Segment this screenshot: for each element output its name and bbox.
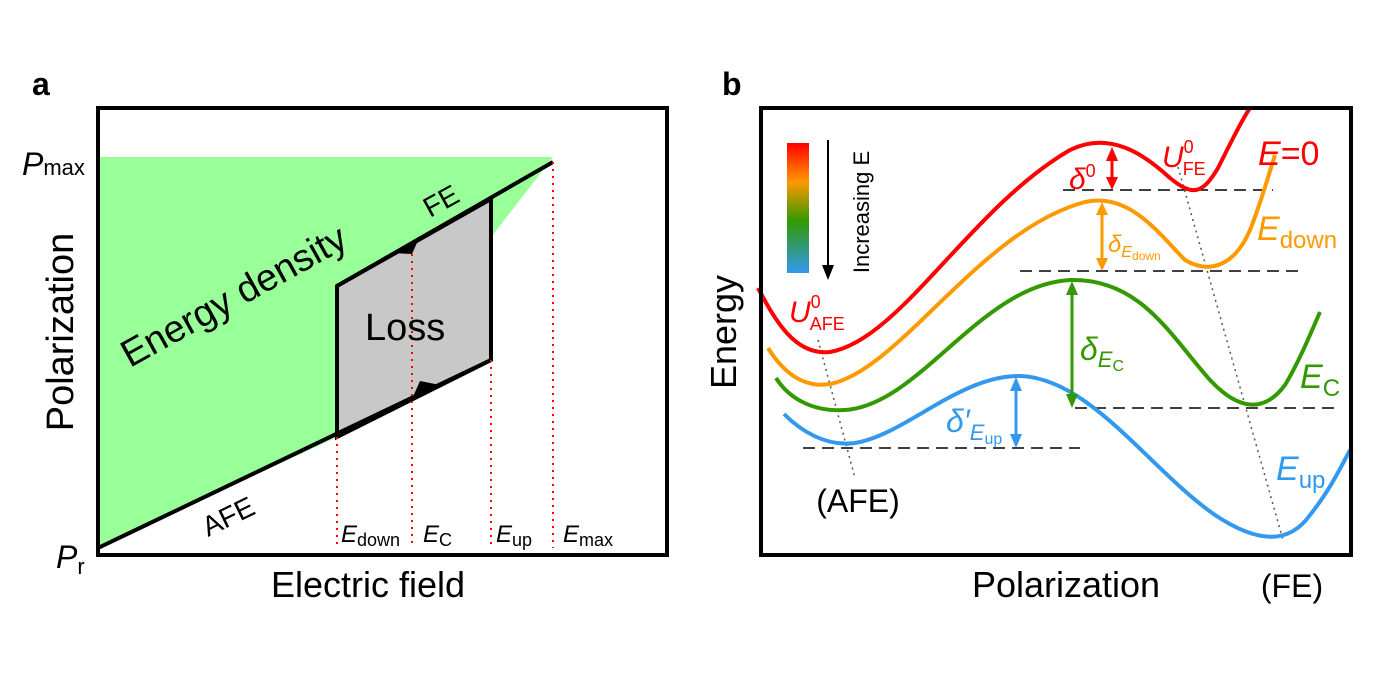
loss-label: Loss	[365, 307, 445, 349]
x-axis-label: Electric field	[271, 564, 465, 605]
delta-ec-arrowhead-down-icon	[1066, 394, 1078, 408]
delta-eup-arrow	[1010, 377, 1022, 448]
delta-edown-arrow	[1096, 202, 1108, 271]
y-axis-label: Polarization	[40, 233, 82, 432]
delta-eup-arrowhead-up-icon	[1010, 377, 1022, 391]
delta-eup-arrowhead-down-icon	[1010, 434, 1022, 448]
panel-a-frame	[96, 106, 669, 557]
delta0-arrow	[1106, 147, 1118, 190]
fe-min-track	[1177, 166, 1284, 541]
curve-ec-label: EC	[1300, 358, 1340, 402]
delta-ec-arrow	[1066, 281, 1078, 408]
panel-b-label: b	[722, 66, 742, 102]
panel-a-label: a	[32, 66, 50, 102]
field-color-bar	[787, 143, 809, 273]
curve-ec	[774, 277, 1322, 413]
panel-b: b	[703, 66, 1353, 605]
curve-eup-label: Eup	[1276, 450, 1325, 494]
panel-a: a Energy density Loss FE AFE Polarizatio…	[22, 66, 669, 605]
p-r-label: Pr	[56, 539, 85, 579]
u-fe-label: U0 FE	[1162, 137, 1206, 179]
panel-b-frame	[759, 106, 1353, 557]
e-down-label: Edown	[341, 521, 400, 550]
delta-edown-label: δEdown	[1108, 231, 1161, 263]
fe-down-arrow-icon	[392, 236, 420, 254]
delta0-arrowhead-down-icon	[1106, 177, 1118, 190]
afe-state-label: (AFE)	[816, 483, 900, 519]
curve-edown-label: Edown	[1257, 210, 1337, 254]
minimum-track-lines	[817, 166, 1284, 541]
fe-branch-line	[336, 160, 554, 288]
increasing-e-label: Increasing E	[849, 151, 874, 273]
delta-edown-arrowhead-down-icon	[1096, 258, 1108, 271]
u-afe-label: U0 AFE	[789, 292, 845, 334]
y-axis-label: Energy	[703, 275, 744, 389]
field-guide-lines	[336, 162, 554, 548]
curve-edown	[766, 154, 1277, 387]
delta0-arrowhead-up-icon	[1106, 147, 1118, 161]
e-max-label: Emax	[563, 521, 613, 550]
delta-ec-arrowhead-up-icon	[1066, 281, 1078, 295]
p-max-label: Pmax	[22, 146, 85, 182]
curve-e0-label: E=0	[1258, 135, 1319, 173]
delta-eup-label: δ′Eup	[946, 403, 1002, 448]
e-c-label: EC	[423, 521, 452, 550]
curve-eup	[782, 373, 1352, 539]
delta-edown-arrowhead-up-icon	[1096, 202, 1108, 215]
x-axis-label: Polarization	[972, 564, 1160, 605]
delta-ec-label: δEC	[1080, 331, 1124, 375]
e-up-label: Eup	[496, 521, 532, 550]
afe-up-arrow-icon	[412, 381, 440, 399]
delta0-label: δ0	[1069, 161, 1096, 196]
fe-state-label: (FE)	[1261, 568, 1323, 604]
increasing-e-arrowhead-icon	[822, 265, 834, 280]
reference-dashed-lines	[803, 189, 1335, 449]
curve-e0	[756, 106, 1252, 355]
afe-label: AFE	[197, 491, 260, 543]
